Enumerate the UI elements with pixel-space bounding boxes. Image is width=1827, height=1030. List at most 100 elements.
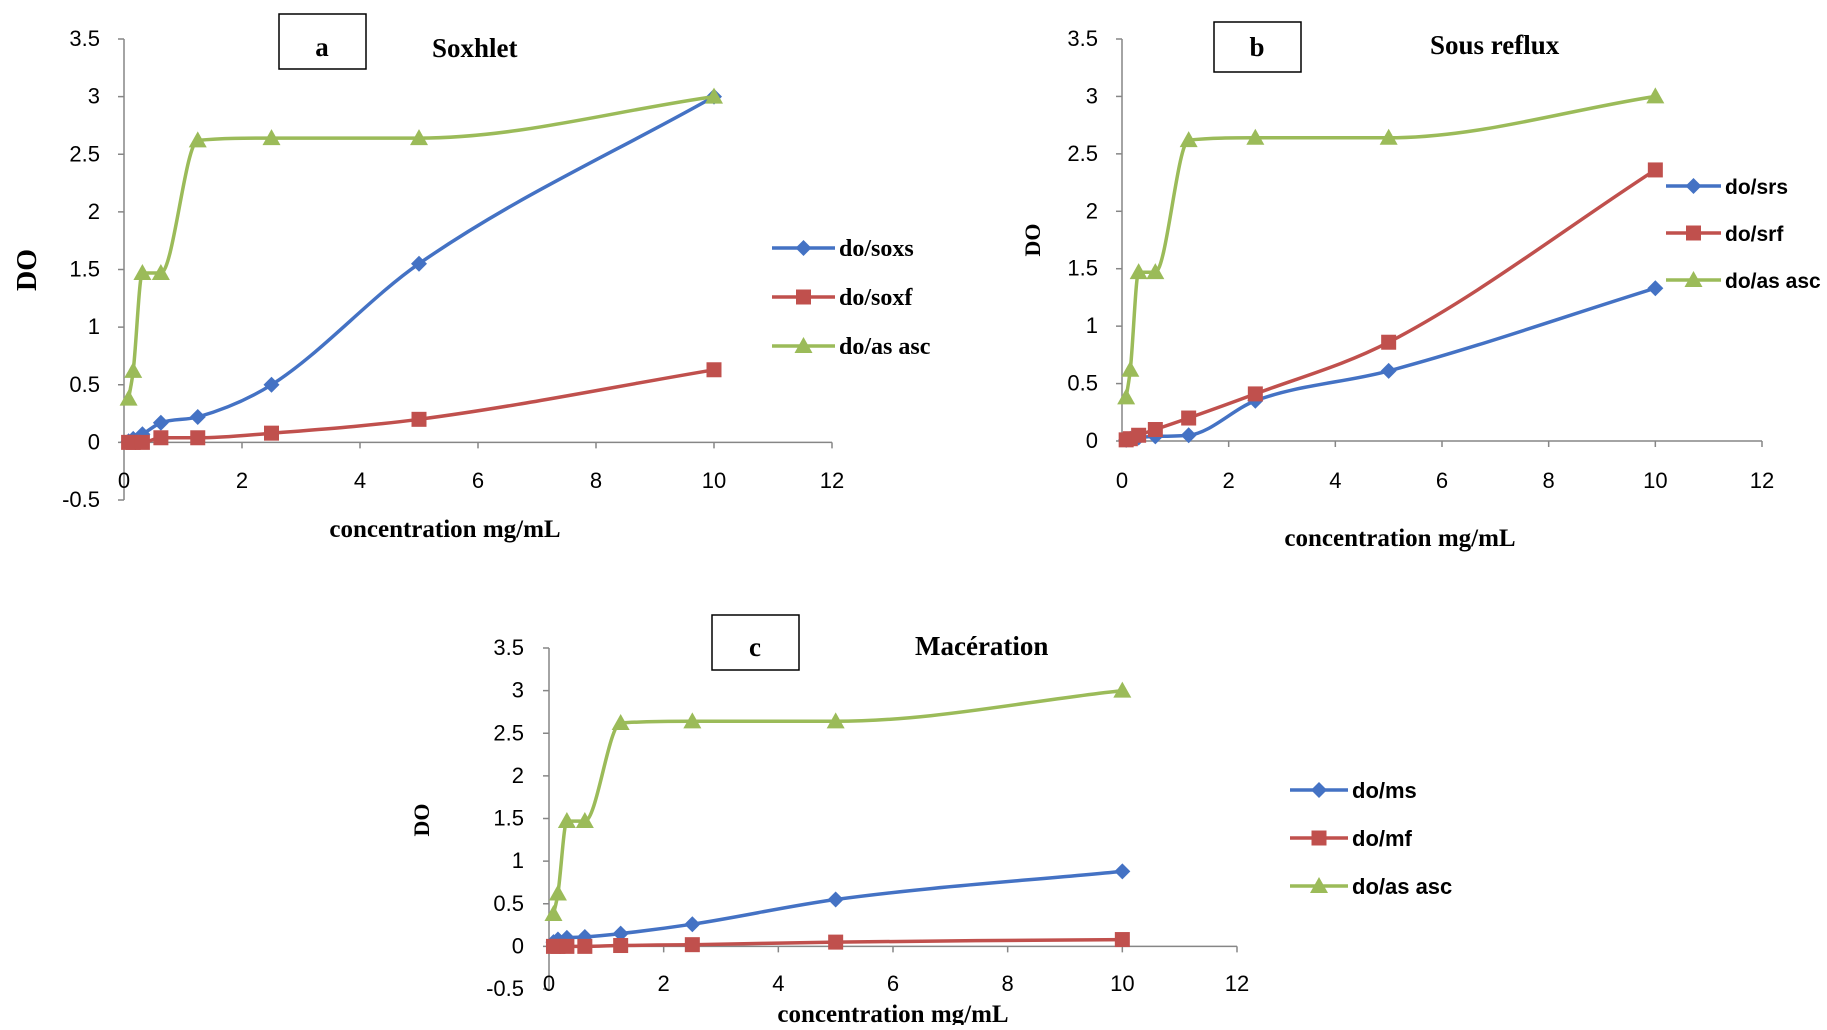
data-point bbox=[262, 129, 281, 146]
series-line bbox=[1125, 168, 1657, 442]
series-line bbox=[1125, 286, 1656, 442]
data-point bbox=[1121, 360, 1140, 377]
y-tick-label: 2.5 bbox=[69, 141, 100, 166]
y-tick-label: 1 bbox=[1086, 313, 1098, 338]
data-point bbox=[411, 411, 427, 427]
x-tick-label: 4 bbox=[354, 468, 366, 493]
x-tick-label: 0 bbox=[1116, 468, 1128, 493]
data-point bbox=[1180, 427, 1197, 444]
legend-label: do/soxf bbox=[839, 285, 913, 311]
series-do-as-asc bbox=[119, 87, 723, 406]
x-tick-label: 12 bbox=[820, 468, 844, 493]
legend-label: do/srf bbox=[1725, 223, 1784, 246]
data-point bbox=[612, 925, 629, 942]
data-point bbox=[1114, 863, 1131, 880]
panel-letter: c bbox=[749, 632, 761, 662]
series-do-srs bbox=[1118, 280, 1664, 448]
data-point bbox=[1114, 932, 1130, 948]
y-tick-label: 0.5 bbox=[1067, 371, 1098, 396]
y-tick-label: 3 bbox=[512, 678, 524, 703]
legend-label: do/as asc bbox=[839, 334, 931, 360]
y-tick-label: 2 bbox=[512, 763, 524, 788]
y-axis-title: DO bbox=[1020, 224, 1045, 257]
y-tick-label: 3.5 bbox=[493, 635, 524, 660]
x-tick-label: 0 bbox=[118, 468, 130, 493]
y-tick-label: 1 bbox=[512, 848, 524, 873]
legend-entry: do/as asc bbox=[1666, 270, 1821, 293]
data-point bbox=[706, 362, 722, 378]
data-point bbox=[1246, 128, 1265, 145]
data-point bbox=[826, 712, 845, 729]
data-point bbox=[152, 414, 169, 431]
legend-marker bbox=[795, 240, 812, 256]
data-point bbox=[1380, 362, 1397, 379]
chart-title: Macération bbox=[915, 631, 1048, 661]
y-tick-label: 1 bbox=[88, 314, 100, 339]
panel-letter: a bbox=[315, 32, 329, 62]
data-point bbox=[1647, 162, 1663, 178]
data-point bbox=[189, 409, 206, 426]
series-do-mf bbox=[545, 932, 1130, 954]
y-tick-label: -0.5 bbox=[62, 487, 100, 512]
data-point bbox=[611, 714, 630, 731]
legend-entry: do/soxf bbox=[772, 285, 913, 311]
y-tick-label: 2.5 bbox=[1067, 141, 1098, 166]
chart-title: Sous reflux bbox=[1430, 30, 1560, 60]
x-tick-label: 10 bbox=[702, 468, 726, 493]
legend-marker bbox=[1311, 782, 1327, 798]
chart-panel-c: -0.5 0 0.5 1 1.5 2 2.5 3 3.5 0 2 4 6 8 10 12 concentrati… bbox=[409, 614, 1452, 1028]
data-point bbox=[133, 263, 152, 280]
series-do-as-asc bbox=[544, 681, 1132, 921]
y-tick-label: 2.5 bbox=[493, 720, 524, 745]
x-tick-label: 6 bbox=[887, 971, 899, 996]
y-tick-label: 0 bbox=[1086, 428, 1098, 453]
data-point bbox=[559, 938, 575, 954]
data-point bbox=[705, 87, 723, 104]
x-tick-label: 2 bbox=[1223, 468, 1235, 493]
legend-marker bbox=[796, 289, 811, 305]
x-tick-label: 2 bbox=[236, 468, 248, 493]
y-tick-label: 0 bbox=[512, 933, 524, 958]
data-point bbox=[411, 255, 427, 272]
x-axis-title: concentration mg/mL bbox=[777, 1001, 1008, 1025]
y-tick-label: 3 bbox=[1086, 83, 1098, 108]
legend-marker bbox=[1311, 830, 1327, 846]
legend-label: do/mf bbox=[1352, 826, 1413, 851]
y-tick-label: 3.5 bbox=[1067, 26, 1098, 51]
legend-label: do/as asc bbox=[1725, 270, 1821, 293]
chart-panel-b: 0 0.5 1 1.5 2 2.5 3 3.5 0 2 4 6 8 10 12 concentration m… bbox=[1020, 21, 1821, 552]
x-tick-label: 10 bbox=[1643, 468, 1667, 493]
series-do-soxf bbox=[121, 362, 722, 450]
series-do-srf bbox=[1118, 162, 1663, 448]
legend-label: do/srs bbox=[1725, 176, 1788, 199]
x-tick-label: 12 bbox=[1225, 971, 1249, 996]
data-point bbox=[613, 938, 629, 954]
legend-entry: do/as asc bbox=[1290, 874, 1452, 899]
data-point bbox=[134, 434, 150, 450]
data-point bbox=[188, 131, 207, 148]
x-tick-label: 6 bbox=[472, 468, 484, 493]
x-tick-label: 8 bbox=[1543, 468, 1555, 493]
legend-entry: do/soxs bbox=[772, 236, 914, 262]
y-tick-label: 0 bbox=[88, 429, 100, 454]
data-point bbox=[1131, 427, 1147, 443]
panel-letter-box bbox=[1213, 21, 1302, 73]
y-tick-label: 0.5 bbox=[493, 891, 524, 916]
data-point bbox=[557, 812, 576, 829]
x-axis-title: concentration mg/mL bbox=[1284, 525, 1515, 552]
x-tick-label: 4 bbox=[1329, 468, 1341, 493]
chart-panel-a: -0.5 0 0.5 1 1.5 2 2.5 3 3.5 0 2 4 6 8 10 12 concentrati… bbox=[12, 13, 931, 543]
x-tick-label: 6 bbox=[1436, 468, 1448, 493]
y-tick-label: 2 bbox=[88, 199, 100, 224]
series-line bbox=[552, 869, 1123, 944]
legend-label: do/soxs bbox=[839, 236, 914, 262]
data-point bbox=[575, 812, 594, 829]
data-point bbox=[263, 376, 280, 393]
chart-title: Soxhlet bbox=[432, 33, 518, 63]
legend-marker bbox=[1685, 178, 1702, 194]
data-point bbox=[1646, 87, 1665, 104]
legend-entry: do/as asc bbox=[772, 334, 931, 360]
data-point bbox=[151, 263, 170, 280]
